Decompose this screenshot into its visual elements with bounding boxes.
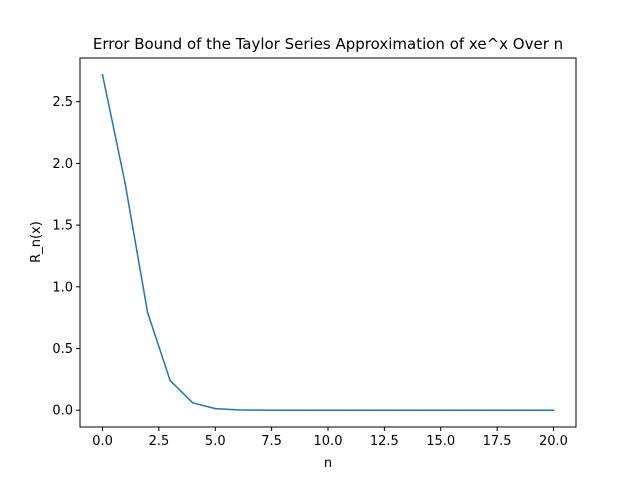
y-tick-label: 1.0 — [52, 280, 73, 295]
chart-title: Error Bound of the Taylor Series Approxi… — [93, 35, 563, 53]
x-tick-label: 15.0 — [426, 434, 455, 449]
x-axis-label: n — [324, 456, 332, 471]
data-point — [349, 409, 352, 412]
x-tick-label: 17.5 — [483, 434, 512, 449]
data-point — [485, 409, 487, 412]
x-tick-label: 5.0 — [205, 434, 226, 449]
data-point — [282, 409, 284, 412]
data-point — [146, 311, 149, 314]
data-point — [237, 409, 239, 411]
x-tick-label: 2.5 — [149, 434, 170, 449]
x-tick-label: 12.5 — [370, 434, 399, 449]
data-point — [191, 402, 194, 404]
data-point — [214, 407, 217, 410]
data-point — [327, 409, 329, 412]
ticks-layer: 0.0 2.5 5.0 7.5 10.0 12.5 15.0 17.5 20.0 0.0 0.5 1.… — [52, 95, 568, 449]
data-point — [530, 409, 532, 412]
data-point — [462, 409, 465, 412]
y-tick-label: 0.0 — [52, 404, 73, 419]
x-tick-label: 10.0 — [314, 434, 343, 449]
plot-layer — [101, 73, 555, 412]
data-point — [417, 409, 419, 412]
x-tick-label: 7.5 — [261, 434, 282, 449]
data-point — [394, 409, 397, 412]
y-tick-label: 2.0 — [52, 157, 73, 172]
data-point — [101, 73, 104, 76]
data-point — [304, 409, 307, 412]
y-tick-label: 0.5 — [52, 342, 73, 357]
x-tick-label: 0.0 — [92, 434, 113, 449]
axes-frame — [79, 57, 577, 428]
y-axis-label: R_n(x) — [29, 221, 44, 263]
y-tick-label: 1.5 — [52, 219, 73, 234]
data-point — [169, 379, 171, 382]
data-point — [552, 409, 555, 412]
x-tick-label: 20.0 — [539, 434, 568, 449]
data-point — [439, 409, 442, 412]
data-point — [507, 409, 510, 412]
data-point — [372, 409, 374, 412]
data-point — [124, 182, 126, 184]
data-point — [259, 409, 262, 411]
y-tick-label: 2.5 — [52, 95, 73, 110]
